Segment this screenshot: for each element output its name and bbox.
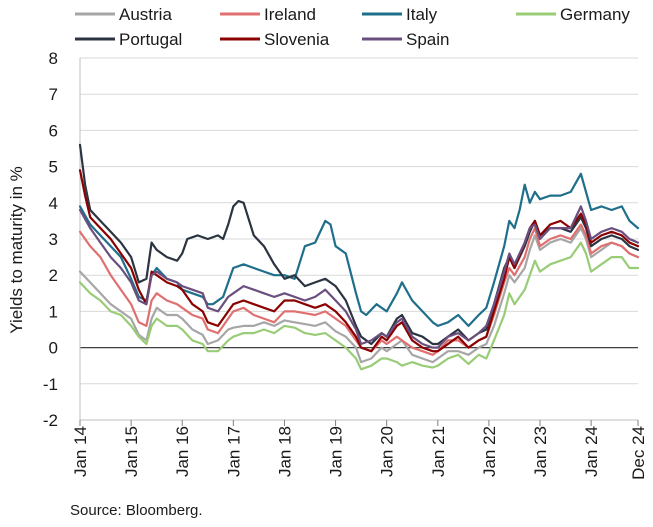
legend-label-germany: Germany [560,5,630,24]
legend-label-spain: Spain [406,30,449,49]
y-tick-label: 0 [49,339,58,358]
y-tick-label: 4 [49,194,58,213]
series-line-italy [78,172,640,327]
y-tick-label: -1 [43,375,58,394]
grid [79,57,638,421]
x-tick-label: Jan 19 [327,426,346,477]
x-tick-label: Jan 20 [378,426,397,477]
series-line-austria [78,227,640,364]
y-tick-label: 1 [49,302,58,321]
x-tick-label: Jan 22 [480,426,499,477]
x-tick-label: Jan 16 [173,426,192,477]
x-axis: Jan 14 Jan 15 Jan 16 Jan 17 Jan 18 Jan 19 Jan … [71,420,648,480]
legend-label-portugal: Portugal [119,30,182,49]
series-line-spain [78,205,640,349]
y-tick-label: 3 [49,230,58,249]
y-axis-label: Yields to maturity in % [7,166,26,334]
series-line-portugal [78,143,640,346]
series-line-germany [78,241,640,371]
y-tick-label: -2 [43,411,58,430]
x-tick-label: Dec 24 [629,426,648,480]
series-line-slovenia [78,169,640,353]
x-tick-label: Jan 15 [122,426,141,477]
x-tick-label: Jan 23 [531,426,550,477]
y-tick-label: 2 [49,266,58,285]
source-note: Source: Bloomberg. [70,502,203,519]
y-axis: -2 -1 0 1 2 3 4 5 6 7 8 [43,49,58,430]
x-tick-label: Jan 24 [582,426,601,477]
x-tick-label: Jan 21 [429,426,448,477]
x-tick-label: Jan 18 [275,426,294,477]
y-tick-label: 7 [49,85,58,104]
x-tick-label: Jan 17 [224,426,243,477]
legend-label-ireland: Ireland [264,5,316,24]
y-tick-label: 5 [49,158,58,177]
legend-label-slovenia: Slovenia [264,30,330,49]
legend-label-italy: Italy [406,5,438,24]
legend: Austria Ireland Italy Germany Portugal Sloven… [75,5,630,49]
series-lines [78,143,640,371]
legend-label-austria: Austria [119,5,172,24]
y-tick-label: 8 [49,49,58,68]
x-tick-label: Jan 14 [71,426,90,477]
y-tick-label: 6 [49,121,58,140]
